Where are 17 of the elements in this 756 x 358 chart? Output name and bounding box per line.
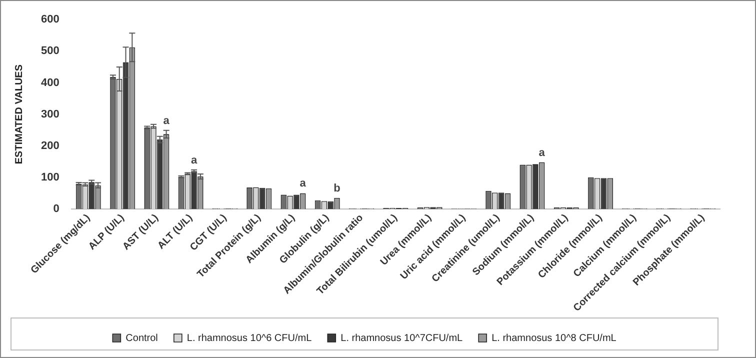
annotation: a bbox=[300, 178, 307, 190]
annotation: a bbox=[163, 114, 170, 127]
annotation: b bbox=[334, 182, 341, 194]
annotation: a bbox=[190, 154, 198, 166]
legend-label: L. rhamnosus 10^7CFU/mL bbox=[340, 332, 464, 344]
annotation: a bbox=[538, 146, 546, 159]
y-tick-label: 100 bbox=[40, 171, 60, 184]
legend-label: L. rhamnosus 10^6 CFU/mL bbox=[186, 332, 312, 344]
y-tick-label: 200 bbox=[40, 140, 60, 152]
y-tick-label: 0 bbox=[53, 203, 60, 216]
legend-label: L. rhamnosus 10^8 CFU/mL bbox=[492, 332, 617, 344]
y-axis-title: ESTIMATED VALUES bbox=[14, 64, 25, 164]
legend-label: Control bbox=[126, 332, 158, 344]
y-tick-label: 500 bbox=[40, 45, 60, 58]
y-tick-label: 300 bbox=[40, 108, 60, 120]
y-tick-label: 600 bbox=[40, 14, 60, 26]
y-tick-label: 400 bbox=[40, 76, 60, 89]
